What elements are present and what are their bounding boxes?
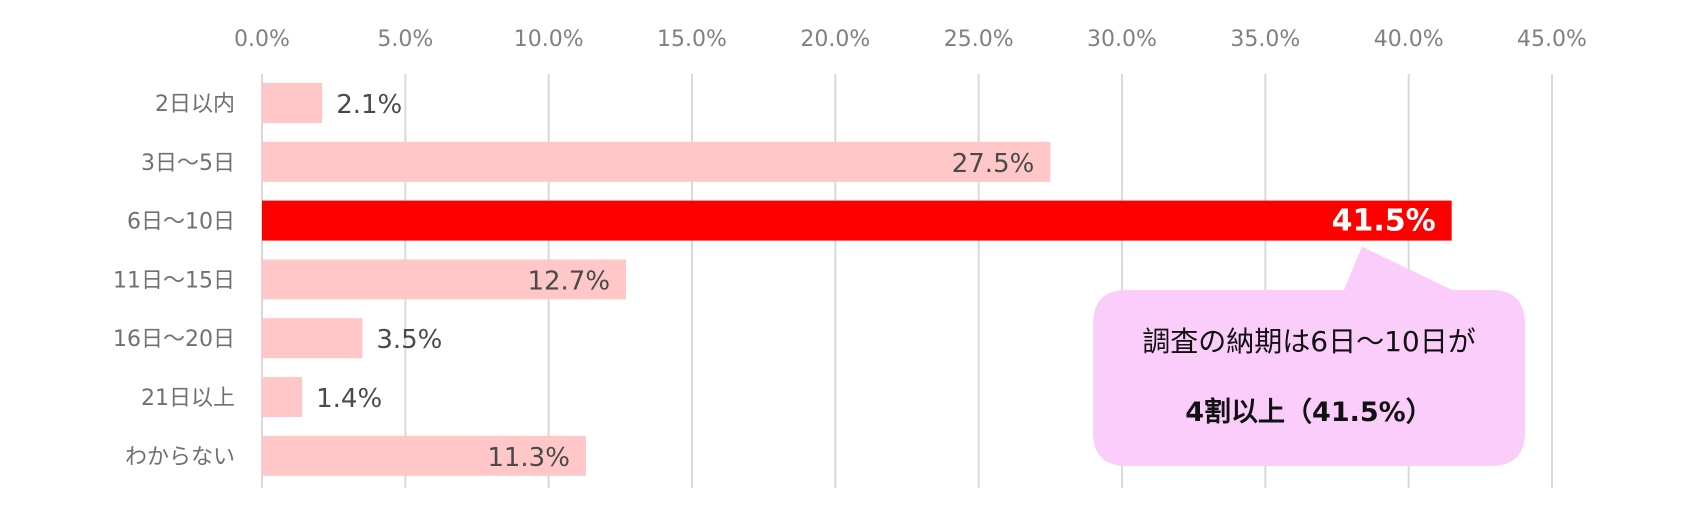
value-label: 41.5% [1332,204,1436,239]
x-tick-label: 10.0% [514,27,584,52]
category-label: 16日～20日 [113,327,235,352]
value-label: 12.7% [527,266,610,296]
value-label: 11.3% [487,443,570,473]
x-tick-label: 5.0% [377,27,433,52]
bar [262,141,1051,182]
annotation-callout: 調査の納期は6日～10日が 4割以上（41.5%） [1093,290,1525,466]
value-label: 3.5% [376,325,442,355]
bar [262,435,586,476]
value-label: 27.5% [952,149,1035,179]
x-tick-label: 45.0% [1517,27,1587,52]
category-label: 21日以上 [141,386,235,411]
x-tick-label: 20.0% [800,27,870,52]
bar [262,259,627,300]
value-label: 1.4% [316,384,382,414]
callout-bubble [1093,246,1525,466]
x-tick-labels: 0.0% 5.0% 10.0% 15.0% 20.0% 25.0% 30.0% 35.0% 40… [234,27,1587,52]
x-tick-label: 25.0% [944,27,1014,52]
annotation-line2: 4割以上（41.5%） [1185,397,1433,428]
value-label: 2.1% [336,90,402,120]
category-label: 6日～10日 [127,210,235,235]
bar [262,200,1452,241]
annotation-line1: 調査の納期は6日～10日が [1142,325,1476,358]
bar [262,83,323,123]
category-label: 2日以内 [155,92,235,117]
category-label: 3日～5日 [141,151,235,176]
x-tick-label: 30.0% [1087,27,1157,52]
x-tick-label: 0.0% [234,27,290,52]
bar [262,318,363,359]
x-tick-label: 35.0% [1230,27,1300,52]
x-tick-label: 15.0% [657,27,727,52]
bar [262,377,303,417]
category-label: 11日～15日 [113,268,235,293]
bars [262,83,1452,476]
value-labels: 2.1% 27.5% 41.5% 12.7% 3.5% 1.4% 11.3% [316,90,1436,473]
category-label: わからない [125,445,235,470]
x-tick-label: 40.0% [1374,27,1444,52]
